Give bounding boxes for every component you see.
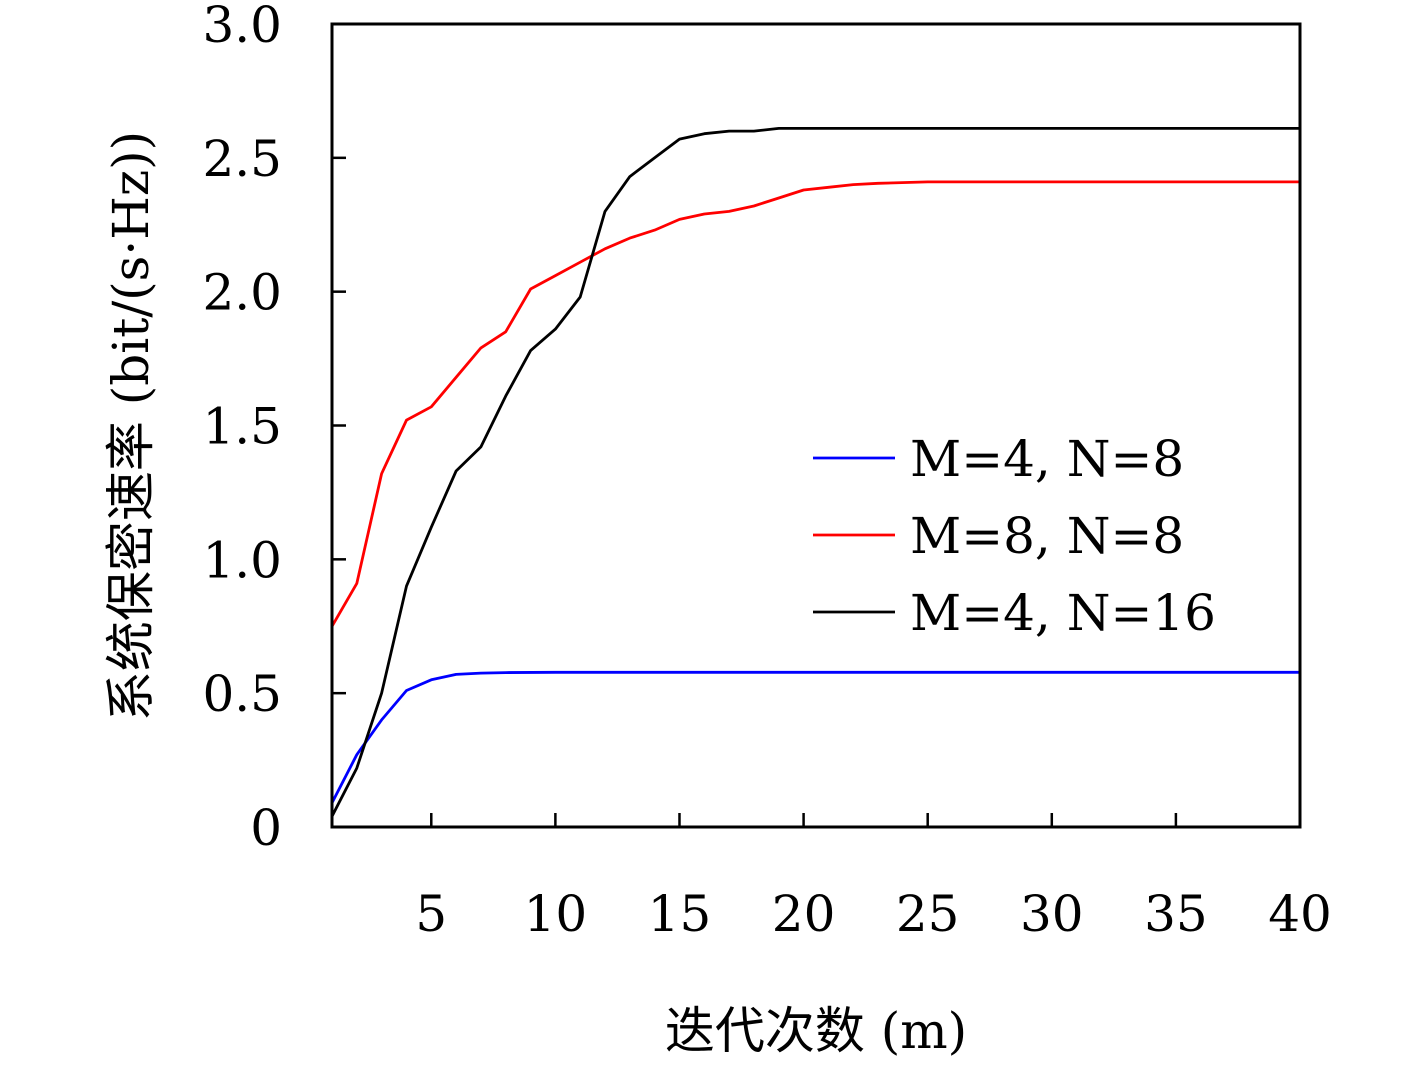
x-tick-label: 25 — [896, 885, 960, 943]
x-tick-label: 30 — [1020, 885, 1084, 943]
x-tick-label: 15 — [648, 885, 712, 943]
series-lines — [330, 126, 1300, 817]
series-line-2 — [330, 180, 1300, 628]
y-tick-label: 0.5 — [202, 665, 282, 723]
x-axis-label: 迭代次数 (m) — [665, 1002, 967, 1060]
y-tick-label: 1.5 — [202, 398, 282, 456]
y-axis-label: 系统保密速率 (bit/(s·Hz)) — [102, 131, 160, 721]
x-tick-label: 10 — [524, 885, 588, 943]
y-tick-label: 3.0 — [202, 0, 282, 54]
y-tick-label: 2.0 — [202, 264, 282, 322]
x-tick-label: 35 — [1144, 885, 1208, 943]
legend: M=4, N=8 M=8, N=8 M=4, N=16 — [813, 430, 1216, 642]
x-tick-label: 40 — [1268, 885, 1332, 943]
x-tick-label: 20 — [772, 885, 836, 943]
legend-label-2: M=8, N=8 — [910, 507, 1184, 565]
y-tick-label: 1.0 — [202, 531, 282, 589]
y-tick-label: 0 — [250, 799, 282, 857]
plot-frame — [330, 22, 1302, 829]
ticks: 5 10 15 20 25 30 35 40 0 0.5 1.0 1.5 2.0 2.5 3.0 — [202, 0, 1331, 943]
series-line-1 — [330, 670, 1300, 804]
series-line-3 — [330, 126, 1300, 817]
legend-label-1: M=4, N=8 — [910, 430, 1184, 488]
x-tick-label: 5 — [415, 885, 447, 943]
legend-label-3: M=4, N=16 — [910, 584, 1216, 642]
y-tick-label: 2.5 — [202, 130, 282, 188]
